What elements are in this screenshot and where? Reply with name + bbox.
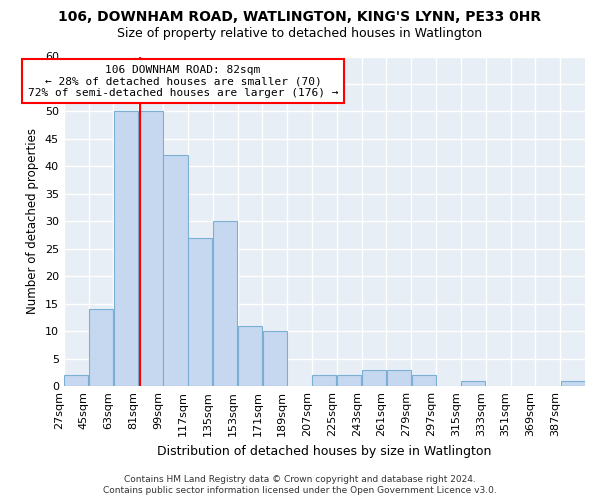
Bar [89, 310, 113, 386]
Text: Contains public sector information licensed under the Open Government Licence v3: Contains public sector information licen… [103, 486, 497, 495]
Text: Contains HM Land Registry data © Crown copyright and database right 2024.: Contains HM Land Registry data © Crown c… [124, 475, 476, 484]
X-axis label: Distribution of detached houses by size in Watlington: Distribution of detached houses by size … [157, 444, 491, 458]
Bar [263, 331, 287, 386]
Text: Size of property relative to detached houses in Watlington: Size of property relative to detached ho… [118, 28, 482, 40]
Bar [387, 370, 411, 386]
Bar [412, 375, 436, 386]
Bar [461, 380, 485, 386]
Bar [238, 326, 262, 386]
Bar [163, 156, 188, 386]
Bar [188, 238, 212, 386]
Bar [560, 380, 584, 386]
Text: 106, DOWNHAM ROAD, WATLINGTON, KING'S LYNN, PE33 0HR: 106, DOWNHAM ROAD, WATLINGTON, KING'S LY… [58, 10, 542, 24]
Bar [313, 375, 337, 386]
Bar [114, 112, 138, 386]
Bar [139, 112, 163, 386]
Bar [213, 222, 237, 386]
Bar [64, 375, 88, 386]
Y-axis label: Number of detached properties: Number of detached properties [26, 128, 39, 314]
Bar [362, 370, 386, 386]
Text: 106 DOWNHAM ROAD: 82sqm
← 28% of detached houses are smaller (70)
72% of semi-de: 106 DOWNHAM ROAD: 82sqm ← 28% of detache… [28, 64, 338, 98]
Bar [337, 375, 361, 386]
